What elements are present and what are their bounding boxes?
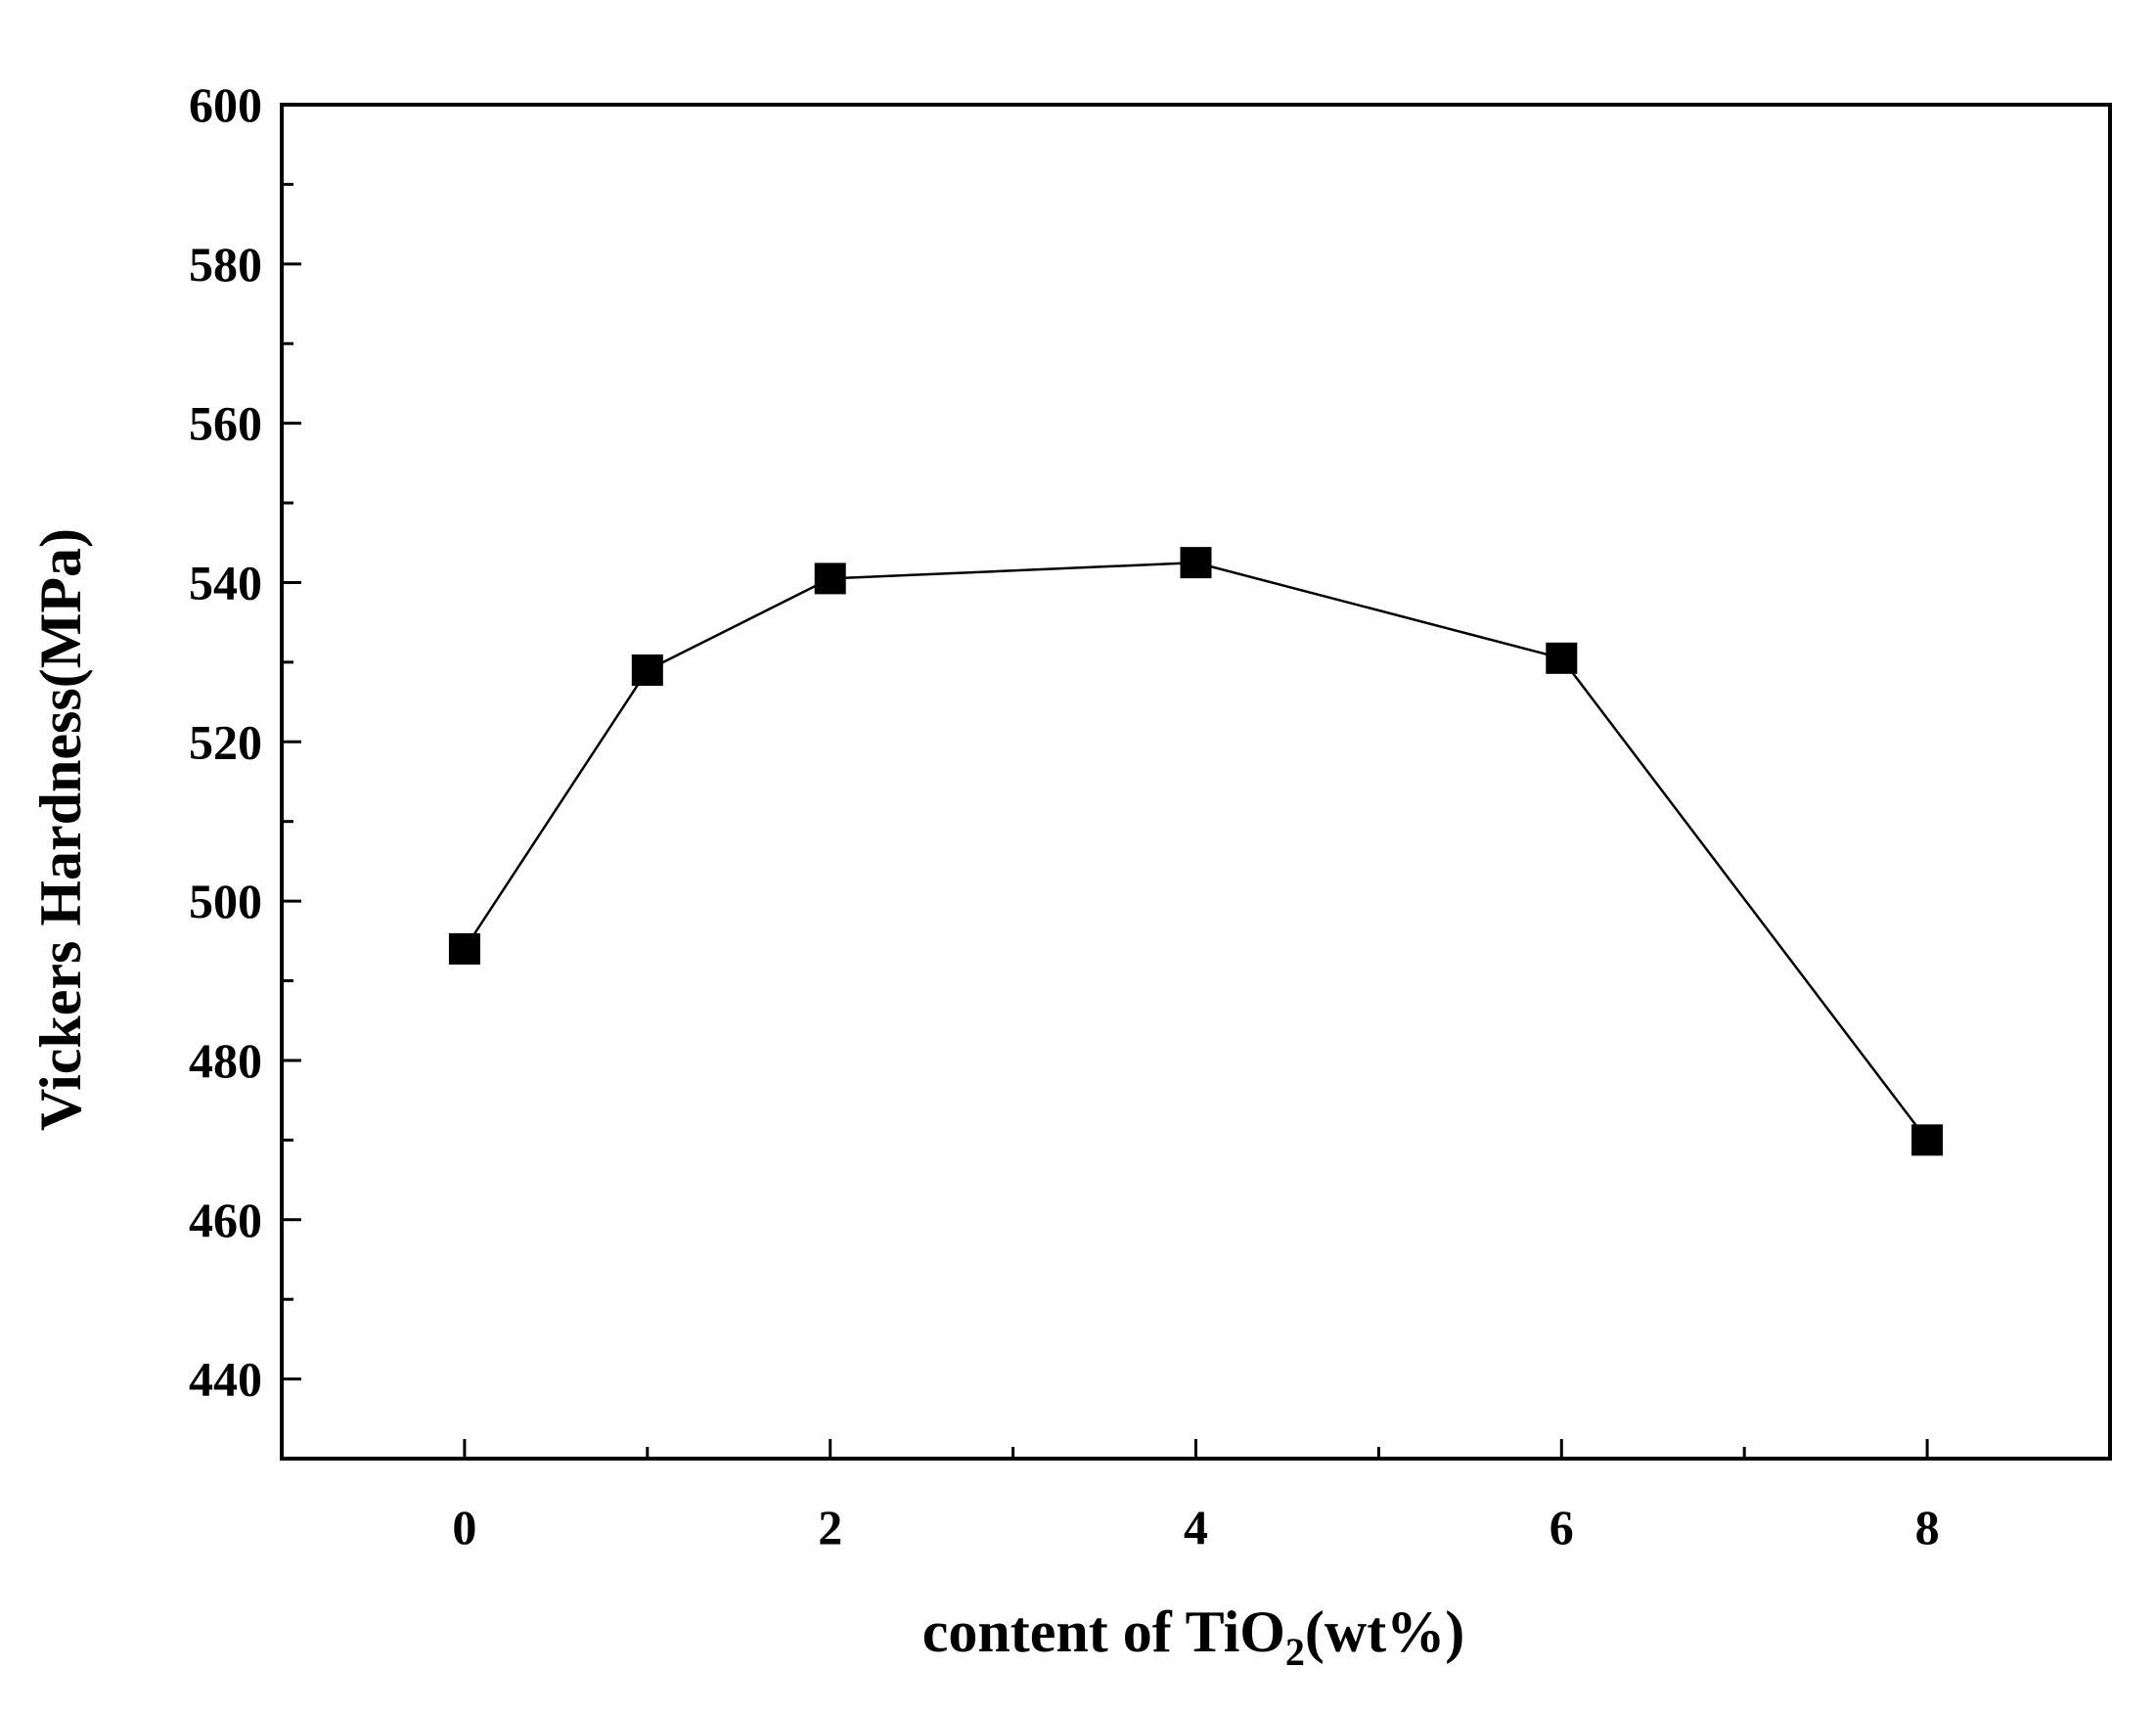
data-point (1911, 1124, 1944, 1156)
series-line (463, 561, 1929, 1142)
x-axis-ticks (463, 1439, 1929, 1459)
y-tick-label: 500 (189, 874, 262, 928)
y-tick-label: 480 (189, 1033, 262, 1088)
x-tick-label: 0 (452, 1500, 476, 1554)
y-tick-label: 580 (189, 237, 262, 292)
y-tick-label: 520 (189, 714, 262, 769)
x-axis-title-main: content of TiO (922, 1599, 1285, 1664)
y-tick-label: 460 (189, 1193, 262, 1247)
data-point (1546, 642, 1578, 674)
data-point (631, 654, 663, 687)
y-axis-ticks (282, 103, 301, 1381)
x-tick-label: 4 (1184, 1500, 1208, 1554)
x-axis-title: content of TiO2(wt%) (922, 1599, 1464, 1674)
x-axis-tick-labels: 0 2 4 6 8 (452, 1500, 1939, 1554)
data-point (1180, 547, 1212, 579)
y-axis-tick-labels: 440 460 480 500 520 540 560 580 600 (189, 77, 262, 1407)
data-point (814, 563, 846, 595)
x-axis-title-suffix: (wt%) (1305, 1599, 1464, 1664)
series-layer (448, 547, 1944, 1156)
x-tick-label: 8 (1915, 1500, 1940, 1554)
y-tick-label: 560 (189, 396, 262, 451)
y-tick-label: 440 (189, 1352, 262, 1407)
y-tick-label: 540 (189, 555, 262, 609)
x-tick-label: 2 (818, 1500, 842, 1554)
data-point (448, 932, 480, 965)
plot-frame (280, 103, 2112, 1461)
x-axis-title-subscript: 2 (1285, 1630, 1305, 1674)
x-tick-label: 6 (1550, 1500, 1574, 1554)
y-axis-title: Vickers Hardness(MPa) (28, 528, 93, 1131)
y-tick-label: 600 (189, 77, 262, 132)
